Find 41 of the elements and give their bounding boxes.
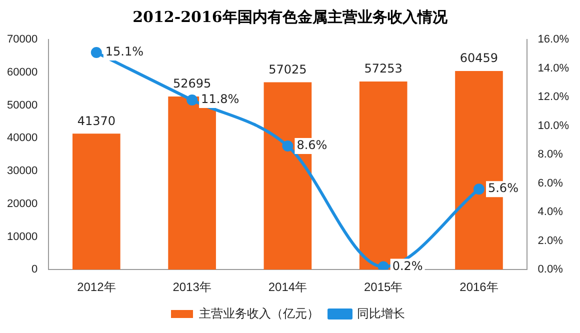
x-tick-label: 2012年 xyxy=(77,280,116,294)
x-tick-label: 2013年 xyxy=(172,280,212,294)
point xyxy=(186,94,198,106)
bar xyxy=(72,134,120,270)
data-label: 15.1% xyxy=(105,44,144,59)
y2-tick-label: 6.0% xyxy=(538,177,564,190)
y-tick-label: 40000 xyxy=(6,132,38,144)
y2-tick-label: 14.0% xyxy=(538,62,570,74)
y-tick-label: 60000 xyxy=(6,66,38,78)
point xyxy=(90,47,102,58)
point xyxy=(282,140,294,152)
y2-tick-label: 0.0% xyxy=(538,264,564,276)
data-label: 11.8% xyxy=(201,92,240,106)
data-label: 52695 xyxy=(172,76,212,91)
x-tick-label: 2016年 xyxy=(460,280,498,294)
data-label: 57253 xyxy=(364,62,402,76)
y-tick-label: 0 xyxy=(31,264,38,276)
legend-label: 主营业务收入（亿元） xyxy=(199,306,319,320)
y-tick-label: 10000 xyxy=(6,230,38,243)
y-tick-label: 30000 xyxy=(6,165,38,178)
x-tick-label: 2015年 xyxy=(364,280,403,294)
data-label: 5.6% xyxy=(488,181,518,196)
y2-tick-label: 8.0% xyxy=(538,148,564,161)
data-label: 57025 xyxy=(268,62,307,76)
y2-tick-label: 2.0% xyxy=(538,234,564,247)
legend-label: 同比增长 xyxy=(357,306,405,320)
data-label: 60459 xyxy=(460,51,498,66)
point xyxy=(378,261,389,270)
y-tick-label: 50000 xyxy=(6,99,38,112)
y2-tick-label: 16.0% xyxy=(538,34,570,46)
data-label: 41370 xyxy=(77,114,116,128)
y2-tick-label: 4.0% xyxy=(538,206,564,218)
point xyxy=(473,184,484,195)
data-label: 0.2% xyxy=(392,258,423,273)
y2-tick-label: 10.0% xyxy=(538,120,570,132)
y-tick-label: 70000 xyxy=(6,34,38,46)
x-tick-label: 2014年 xyxy=(268,280,308,294)
chart-title: 2012-2016年国内有色金属主营业务收入情况 xyxy=(132,8,448,28)
y-tick-label: 20000 xyxy=(6,198,38,210)
y2-tick-label: 12.0% xyxy=(538,91,570,104)
data-label: 8.6% xyxy=(296,138,328,152)
